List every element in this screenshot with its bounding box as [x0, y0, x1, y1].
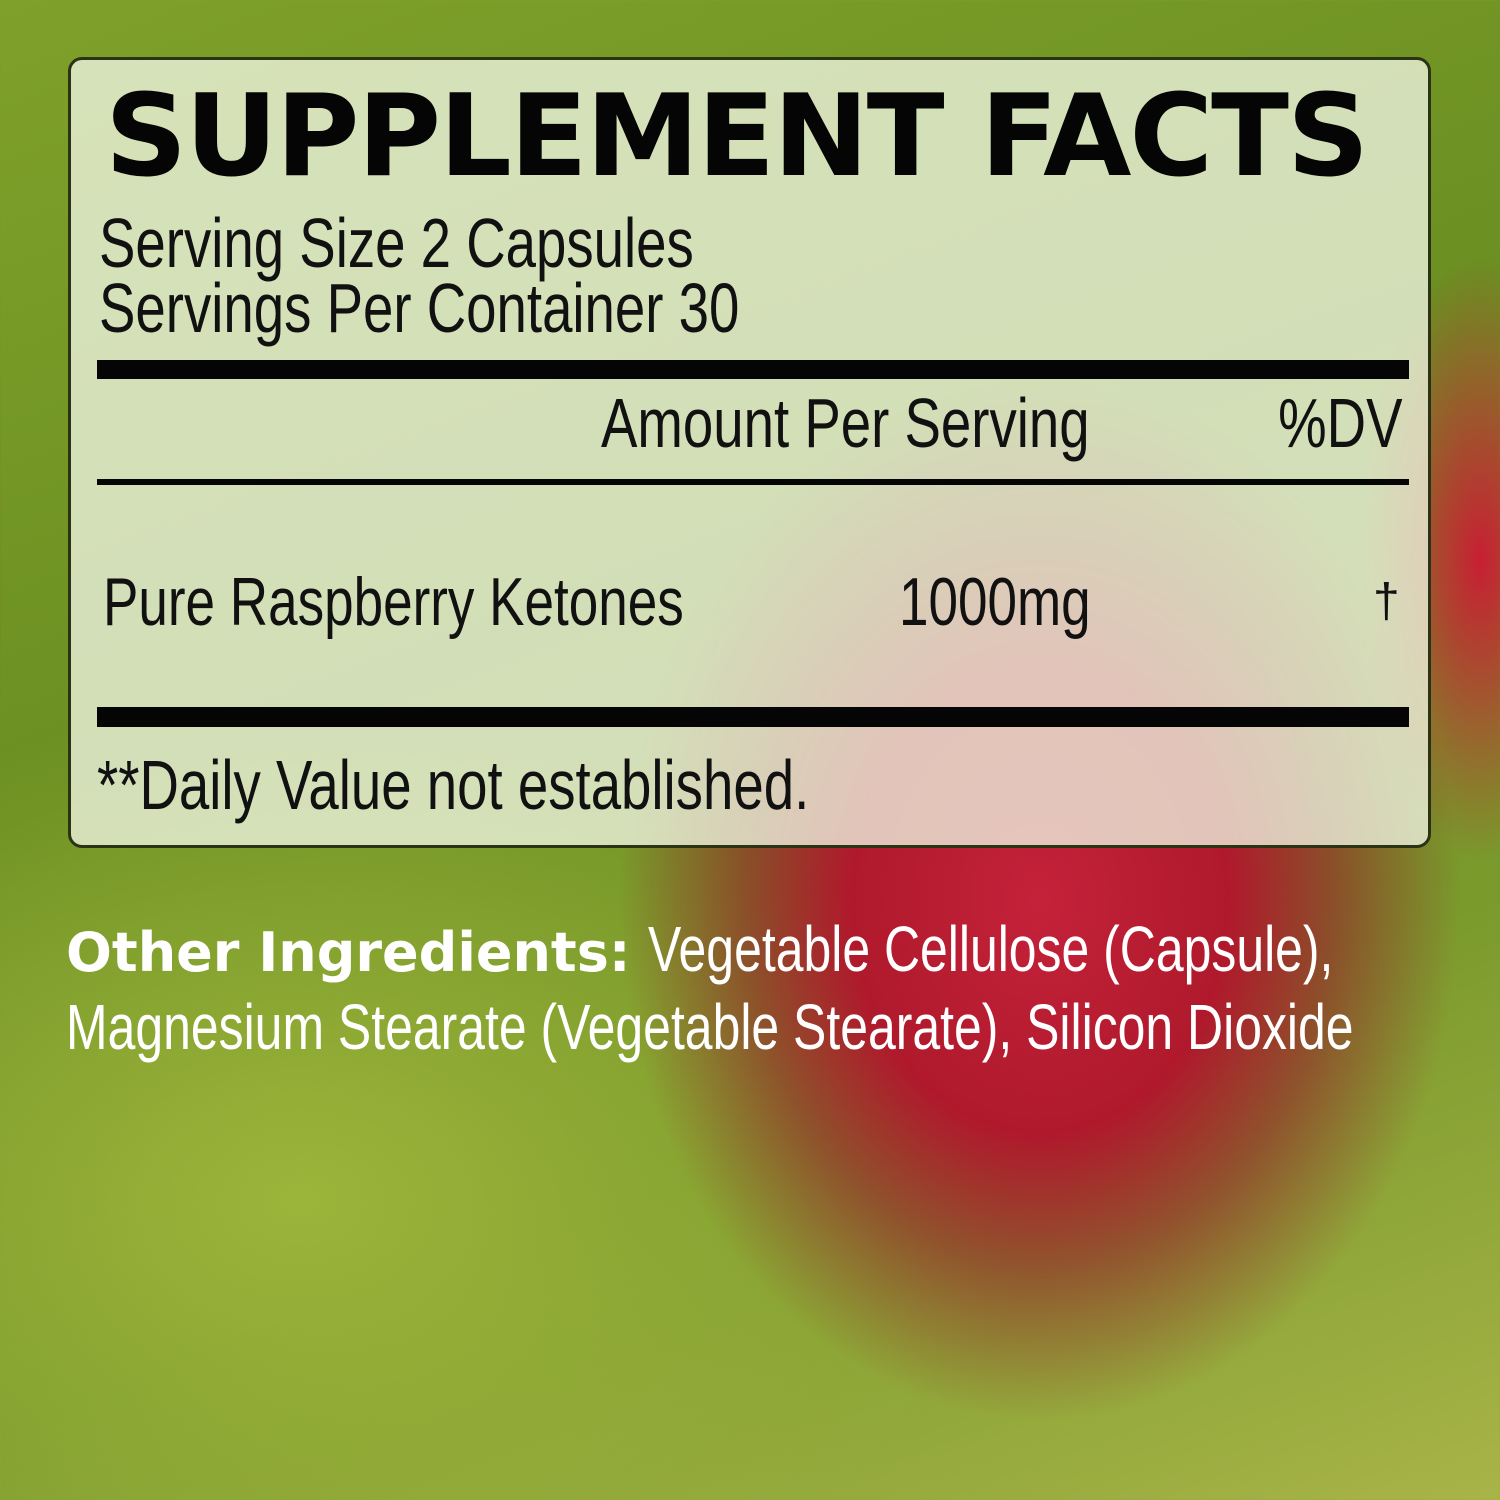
thick-divider — [97, 360, 1409, 379]
servings-per-container: Servings Per Container 30 — [99, 269, 740, 347]
serving-size: Serving Size 2 Capsules — [99, 204, 694, 282]
supplement-facts-panel: SUPPLEMENT FACTS Serving Size 2 Capsules… — [68, 57, 1431, 848]
thin-divider — [97, 479, 1409, 485]
other-ingredients-line1: Vegetable Cellulose (Capsule), — [648, 913, 1334, 985]
dv-header: %DV — [1277, 384, 1402, 462]
panel-title: SUPPLEMENT FACTS — [105, 70, 1369, 202]
other-ingredients-line2: Magnesium Stearate (Vegetable Stearate),… — [66, 991, 1354, 1063]
amount-per-serving-header: Amount Per Serving — [601, 384, 1090, 462]
ingredient-dv: † — [1373, 575, 1400, 628]
footnote: **Daily Value not established. — [97, 746, 810, 824]
thick-divider-bottom — [97, 707, 1409, 727]
other-ingredients-label: Other Ingredients: — [66, 921, 631, 984]
ingredient-amount: 1000mg — [899, 564, 1091, 640]
other-ingredients: Other Ingredients: Vegetable Cellulose (… — [66, 912, 1466, 1064]
ingredient-name: Pure Raspberry Ketones — [103, 564, 684, 640]
